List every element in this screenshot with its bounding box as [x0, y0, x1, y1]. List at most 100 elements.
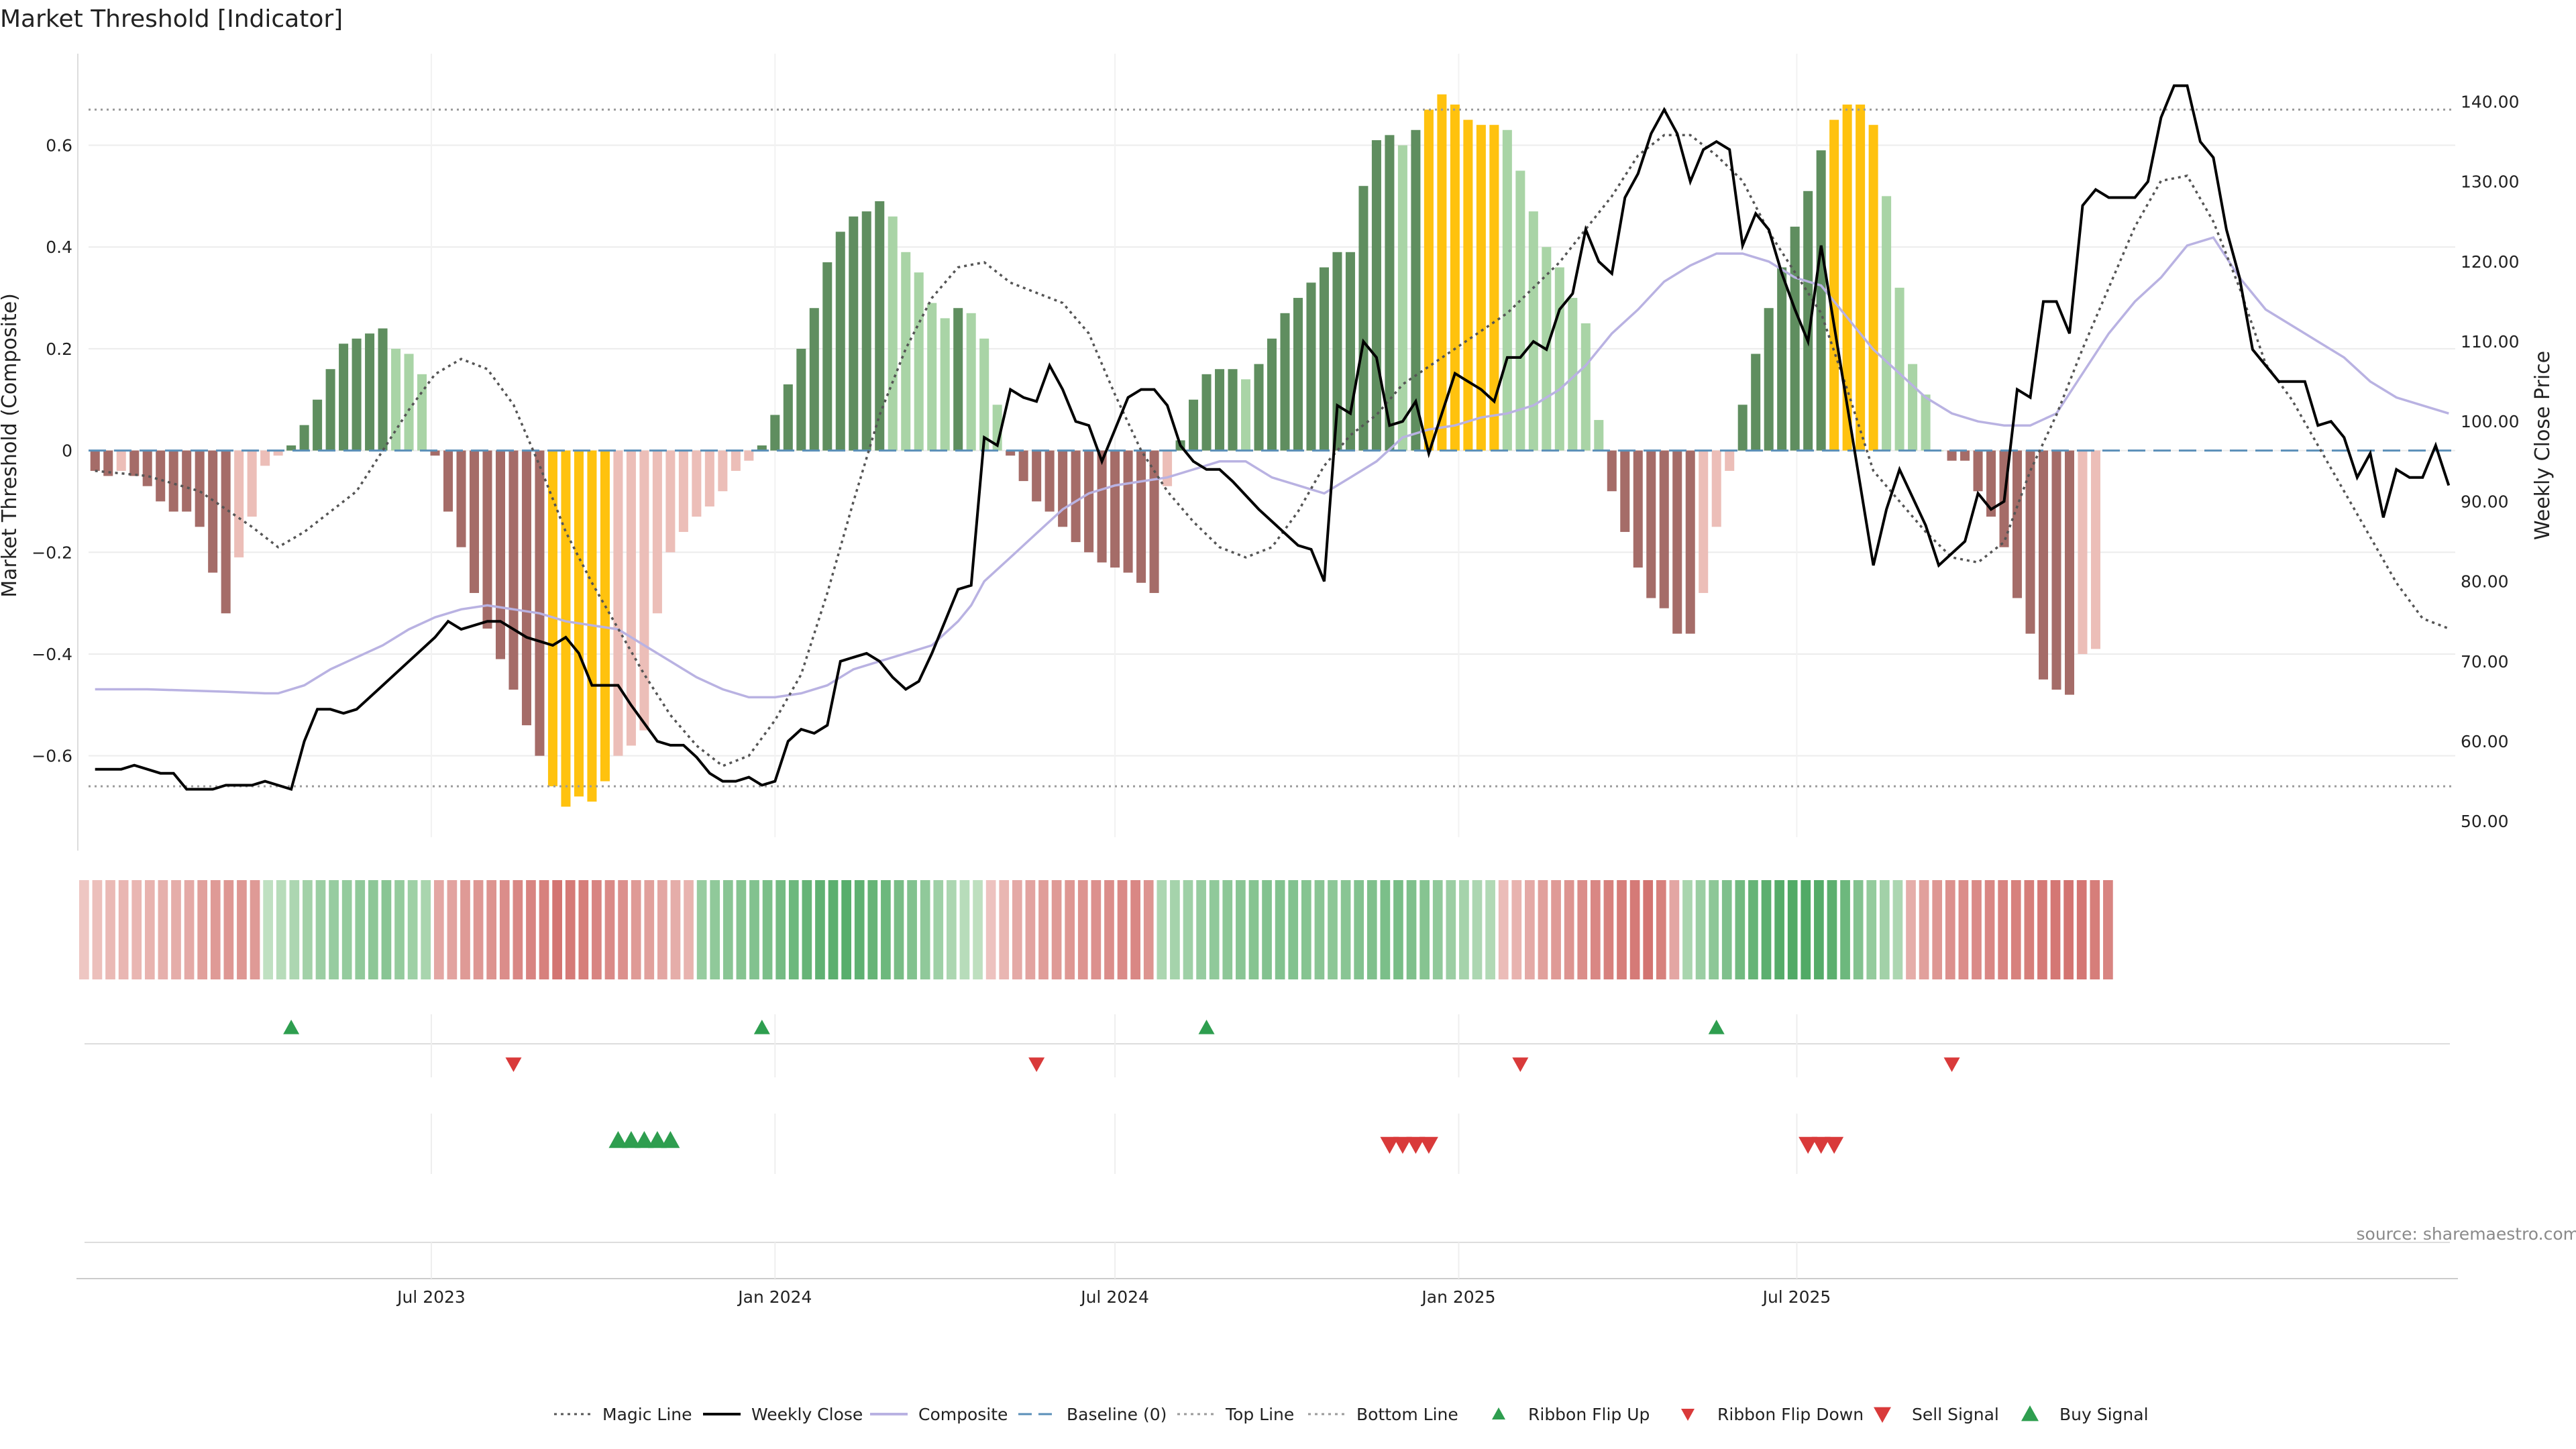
legend-label: Top Line	[1225, 1405, 1294, 1424]
ribbon-cell	[1945, 880, 1955, 979]
composite-bar	[103, 450, 113, 476]
composite-bar	[1397, 145, 1407, 451]
composite-bar	[1685, 450, 1695, 634]
ribbon-cell	[1275, 880, 1285, 979]
y-left-tick-label: −0.2	[32, 543, 72, 562]
ribbon-cell	[947, 880, 957, 979]
ribbon-cell	[526, 880, 536, 979]
buy-signal-marker	[621, 1131, 641, 1148]
ribbon-cell	[381, 880, 392, 979]
legend-swatch-icon	[2021, 1405, 2039, 1421]
ribbon-cell	[1525, 880, 1535, 979]
ribbon-cell	[197, 880, 208, 979]
main-panel: −0.6 −0.4 −0.2 0 0.2 0.4 0.6 Market Threshold (…	[0, 54, 2555, 851]
ribbon-cell	[1879, 880, 1890, 979]
y-right-tick-label: 120.00	[2461, 252, 2519, 272]
legend-label: Baseline (0)	[1067, 1405, 1167, 1424]
composite-bar	[1672, 450, 1682, 634]
y-right-tick-label: 80.00	[2461, 572, 2509, 592]
composite-bar	[1633, 450, 1643, 568]
ribbon-cell	[158, 880, 168, 979]
ribbon-cell	[250, 880, 260, 979]
composite-bar	[953, 308, 963, 451]
legend-label: Ribbon Flip Down	[1717, 1405, 1864, 1424]
composite-bar	[1149, 450, 1159, 593]
ribbon-cell	[1629, 880, 1640, 979]
ribbon-cell	[1340, 880, 1351, 979]
composite-bar	[927, 303, 937, 451]
composite-bar	[979, 338, 989, 451]
composite-bar	[208, 450, 218, 573]
composite-bar	[665, 450, 676, 553]
ribbon-cell	[959, 880, 970, 979]
composite-bar	[378, 328, 388, 451]
y-left-tick-label: 0.2	[46, 339, 72, 359]
composite-bar	[1254, 364, 1264, 451]
ribbon-cell	[1853, 880, 1864, 979]
ribbon-cell	[1393, 880, 1403, 979]
y-right-axis-title: Weekly Close Price	[2531, 351, 2555, 540]
composite-bar	[1110, 450, 1120, 568]
ribbon-cell	[736, 880, 747, 979]
chart-title: Market Threshold [Indicator]	[0, 5, 343, 33]
ribbon-cell	[1328, 880, 1338, 979]
ribbon-cell	[460, 880, 470, 979]
composite-bar	[234, 450, 244, 557]
composite-bar	[168, 450, 178, 512]
composite-bar	[417, 374, 427, 451]
y-right-tick-label: 110.00	[2461, 332, 2519, 352]
composite-bar	[1489, 125, 1499, 451]
composite-bar	[1201, 374, 1212, 451]
composite-bar	[822, 262, 833, 451]
composite-bar	[1594, 420, 1604, 451]
composite-bar	[757, 445, 767, 451]
composite-bar	[1032, 450, 1042, 502]
legend-label: Composite	[918, 1405, 1008, 1424]
ribbon-cell	[1143, 880, 1154, 979]
ribbon-cell	[2076, 880, 2087, 979]
composite-bar	[1554, 267, 1564, 451]
composite-bar	[1894, 287, 1904, 451]
ribbon-cell	[144, 880, 155, 979]
ribbon-cell	[644, 880, 655, 979]
x-tick-label: Jul 2025	[1762, 1287, 1831, 1307]
ribbon-cell	[289, 880, 300, 979]
y-right-tick-label: 130.00	[2461, 172, 2519, 192]
composite-bar	[770, 415, 780, 451]
composite-bar	[508, 450, 519, 690]
composite-bar	[1018, 450, 1028, 482]
ribbon-cell	[552, 880, 562, 979]
ribbon-cell	[105, 880, 115, 979]
ribbon-cell	[749, 880, 759, 979]
ribbon-cell	[1958, 880, 1969, 979]
y-left-axis-title: Market Threshold (Composite)	[0, 293, 21, 598]
ribbon-cell	[1603, 880, 1614, 979]
composite-bar	[1790, 226, 1800, 451]
composite-bar	[1071, 450, 1081, 543]
ribbon-cell	[1498, 880, 1509, 979]
ribbon-cell	[1932, 880, 1943, 979]
ribbon-cell	[2103, 880, 2113, 979]
legend-swatch-icon	[1681, 1409, 1695, 1421]
ribbon-flip-down-marker	[1943, 1057, 1960, 1072]
ribbon-cell	[394, 880, 405, 979]
ribbon-cell	[1354, 880, 1364, 979]
sell-signal-marker	[1406, 1136, 1426, 1154]
ribbon-cell	[421, 880, 431, 979]
x-tick-label: Jan 2024	[737, 1287, 812, 1307]
composite-bar	[1856, 104, 1866, 451]
composite-bar	[2051, 450, 2061, 690]
ribbon-cell	[1025, 880, 1036, 979]
composite-bar	[1973, 450, 1983, 492]
composite-bar	[561, 450, 571, 807]
ribbon-cell	[1157, 880, 1167, 979]
ribbon-cell	[329, 880, 339, 979]
y-left-tick-label: −0.6	[32, 747, 72, 766]
ribbon-cell	[670, 880, 681, 979]
composite-bar	[1267, 338, 1277, 451]
ribbon-cell	[499, 880, 510, 979]
composite-bar	[1764, 308, 1774, 451]
composite-bar	[652, 450, 662, 614]
ribbon-cell	[1446, 880, 1456, 979]
composite-bar	[1751, 354, 1761, 451]
